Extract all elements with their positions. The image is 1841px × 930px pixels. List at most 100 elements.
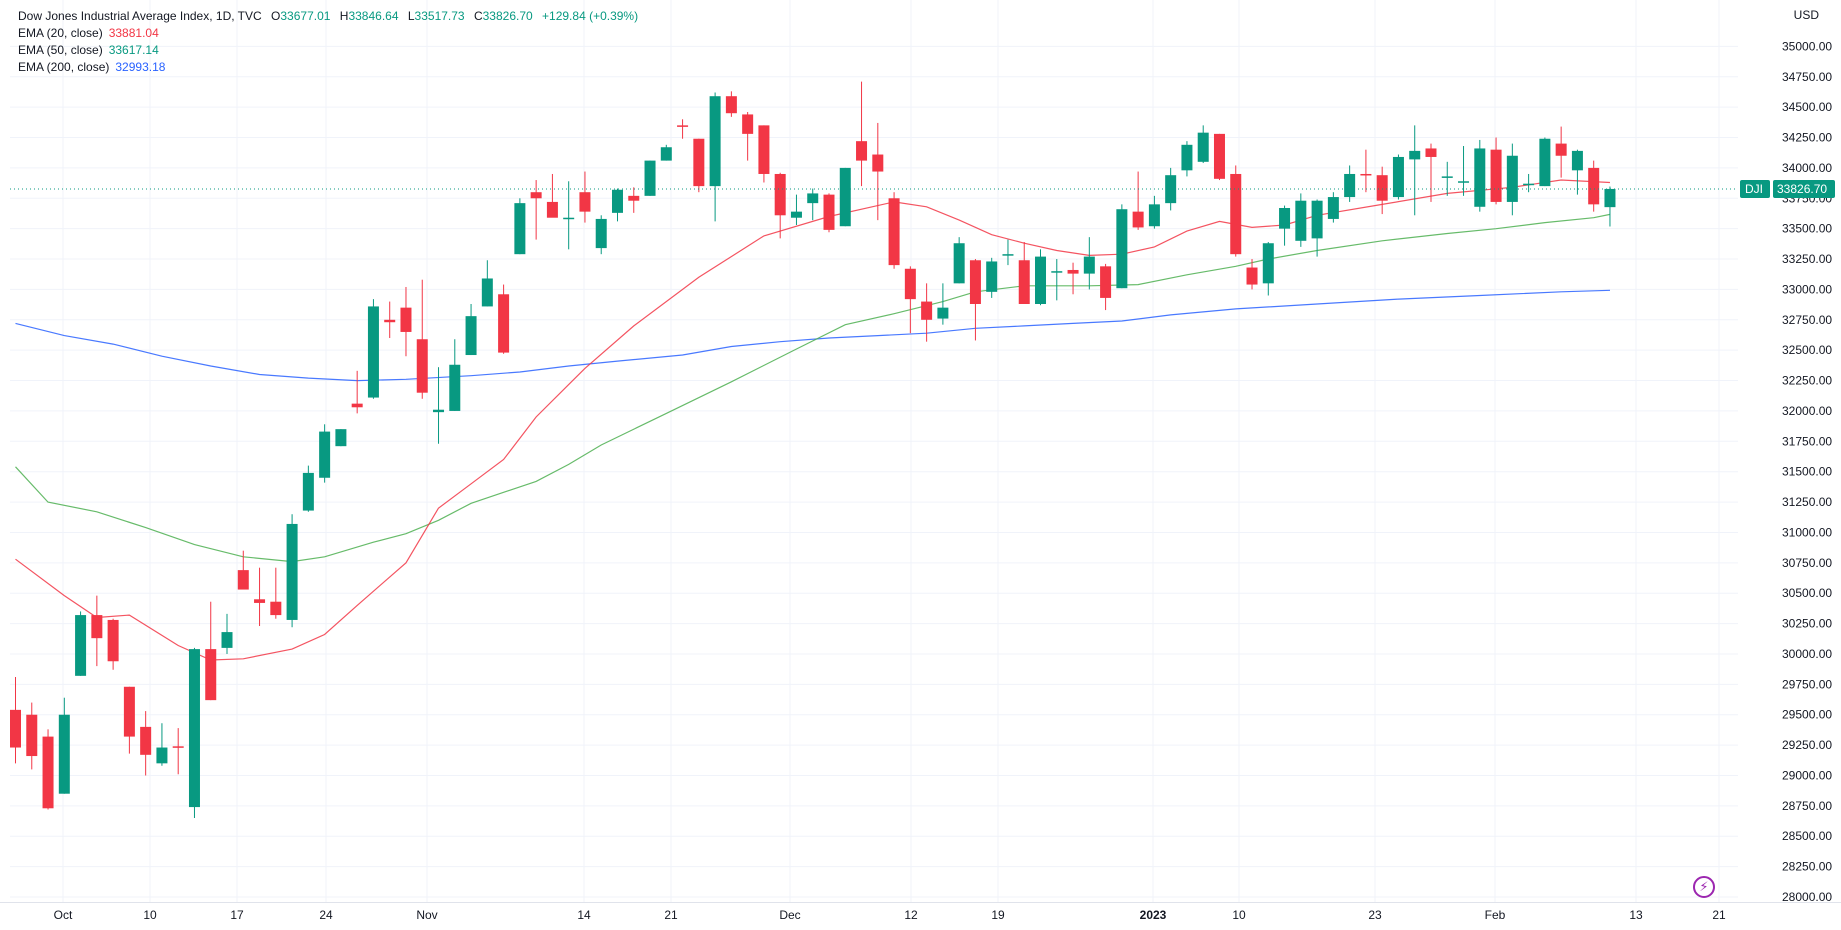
candle-body (1458, 181, 1470, 183)
legend-ema200-row: EMA (200, close) 32993.18 (18, 59, 638, 76)
y-tick-label: 32250.00 (1782, 374, 1832, 388)
candle-body (807, 193, 819, 204)
candle-body (270, 601, 282, 616)
candle-body (986, 261, 998, 292)
legend-close-label: C (473, 9, 483, 23)
candle-body (1344, 173, 1356, 198)
candle-body (1083, 256, 1095, 274)
candle-body (1035, 256, 1047, 304)
candle-body (1295, 200, 1307, 241)
y-tick-label: 28500.00 (1782, 829, 1832, 843)
x-tick-label: 23 (1368, 908, 1382, 922)
y-tick-label: 28750.00 (1782, 799, 1832, 813)
candle-body (1116, 209, 1128, 289)
ema200-line (15, 289, 1611, 382)
legend-ema200-value: 32993.18 (115, 60, 166, 74)
candle-body (156, 747, 168, 764)
candle-body (677, 125, 689, 127)
legend-open-value: 33677.01 (280, 9, 331, 23)
candle-body (1279, 207, 1291, 229)
candle-body (188, 649, 200, 808)
candle-body (58, 714, 70, 794)
candle-body (628, 195, 640, 201)
chart-legend: Dow Jones Industrial Average Index, 1D, … (18, 8, 638, 76)
legend-main-row: Dow Jones Industrial Average Index, 1D, … (18, 8, 638, 25)
x-tick-label: 24 (319, 908, 333, 922)
y-tick-label: 29000.00 (1782, 768, 1832, 782)
x-tick-label: 21 (1712, 908, 1726, 922)
legend-ema50-value: 33617.14 (108, 43, 159, 57)
x-tick-label: Oct (54, 908, 73, 922)
candle-body (1555, 143, 1567, 156)
candle-body (1262, 243, 1274, 284)
y-tick-label: 29250.00 (1782, 738, 1832, 752)
symbol-badge (1740, 179, 1770, 198)
y-tick-label: 30750.00 (1782, 556, 1832, 570)
legend-ema20-row: EMA (20, close) 33881.04 (18, 25, 638, 42)
candle-body (1425, 148, 1437, 157)
candle-body (1539, 138, 1551, 187)
currency-label: USD (1793, 8, 1819, 22)
candle-body (1360, 173, 1372, 176)
candle-body (1002, 254, 1014, 256)
x-tick-label: 17 (230, 908, 244, 922)
candle-body (140, 726, 152, 755)
x-tick-label: 13 (1629, 908, 1643, 922)
candle-body (26, 714, 38, 757)
candle-body (709, 96, 721, 187)
y-tick-label: 31000.00 (1782, 525, 1832, 539)
x-tick-label: 21 (664, 908, 678, 922)
y-tick-label: 32500.00 (1782, 343, 1832, 357)
candle-body (872, 154, 884, 172)
candle-body (660, 147, 672, 161)
y-tick-label: 33000.00 (1782, 282, 1832, 296)
candle-body (400, 307, 412, 332)
y-tick-label: 31500.00 (1782, 465, 1832, 479)
legend-low-value: 33517.73 (414, 9, 465, 23)
lightning-icon[interactable]: ⚡ (1693, 876, 1715, 898)
candle-body (595, 218, 607, 249)
candle-body (75, 615, 87, 676)
ema50-line (15, 213, 1611, 563)
candle-body (579, 192, 591, 212)
x-tick-label: 10 (1232, 908, 1246, 922)
candle-body (302, 472, 314, 511)
x-tick-label: 19 (991, 908, 1005, 922)
candle-body (1246, 267, 1258, 285)
candle-body (449, 364, 461, 411)
candle-body (254, 599, 266, 603)
price-badge (1773, 179, 1835, 198)
candle-body (319, 431, 331, 478)
y-tick-label: 34500.00 (1782, 100, 1832, 114)
candle-body (1376, 175, 1388, 201)
symbol-badge-label: DJI (1745, 182, 1763, 196)
y-tick-label: 31750.00 (1782, 434, 1832, 448)
y-tick-label: 28250.00 (1782, 860, 1832, 874)
candle-body (969, 260, 981, 304)
candle-body (530, 192, 542, 199)
x-tick-label: Nov (416, 908, 437, 922)
y-tick-label: 32750.00 (1782, 313, 1832, 327)
candle-body (774, 173, 786, 216)
candle-body (481, 278, 493, 307)
candle-body (856, 141, 868, 161)
y-tick-label: 33250.00 (1782, 252, 1832, 266)
y-tick-label: 34250.00 (1782, 131, 1832, 145)
candle-body (221, 632, 233, 648)
x-tick-label: 14 (577, 908, 591, 922)
candle-body (10, 709, 21, 748)
candle-body (725, 96, 737, 114)
candle-body (758, 125, 770, 174)
candle-body (351, 403, 363, 408)
candle-body (107, 619, 119, 662)
legend-low-label: L (407, 9, 415, 23)
candle-body (1181, 144, 1193, 171)
candle-body (416, 339, 428, 393)
legend-close-value: 33826.70 (482, 9, 533, 23)
legend-ema50-label: EMA (50, close) (18, 43, 103, 57)
legend-high-label: H (339, 9, 349, 23)
candle-body (1474, 148, 1486, 207)
y-tick-label: 31250.00 (1782, 495, 1832, 509)
candle-body (514, 203, 526, 255)
